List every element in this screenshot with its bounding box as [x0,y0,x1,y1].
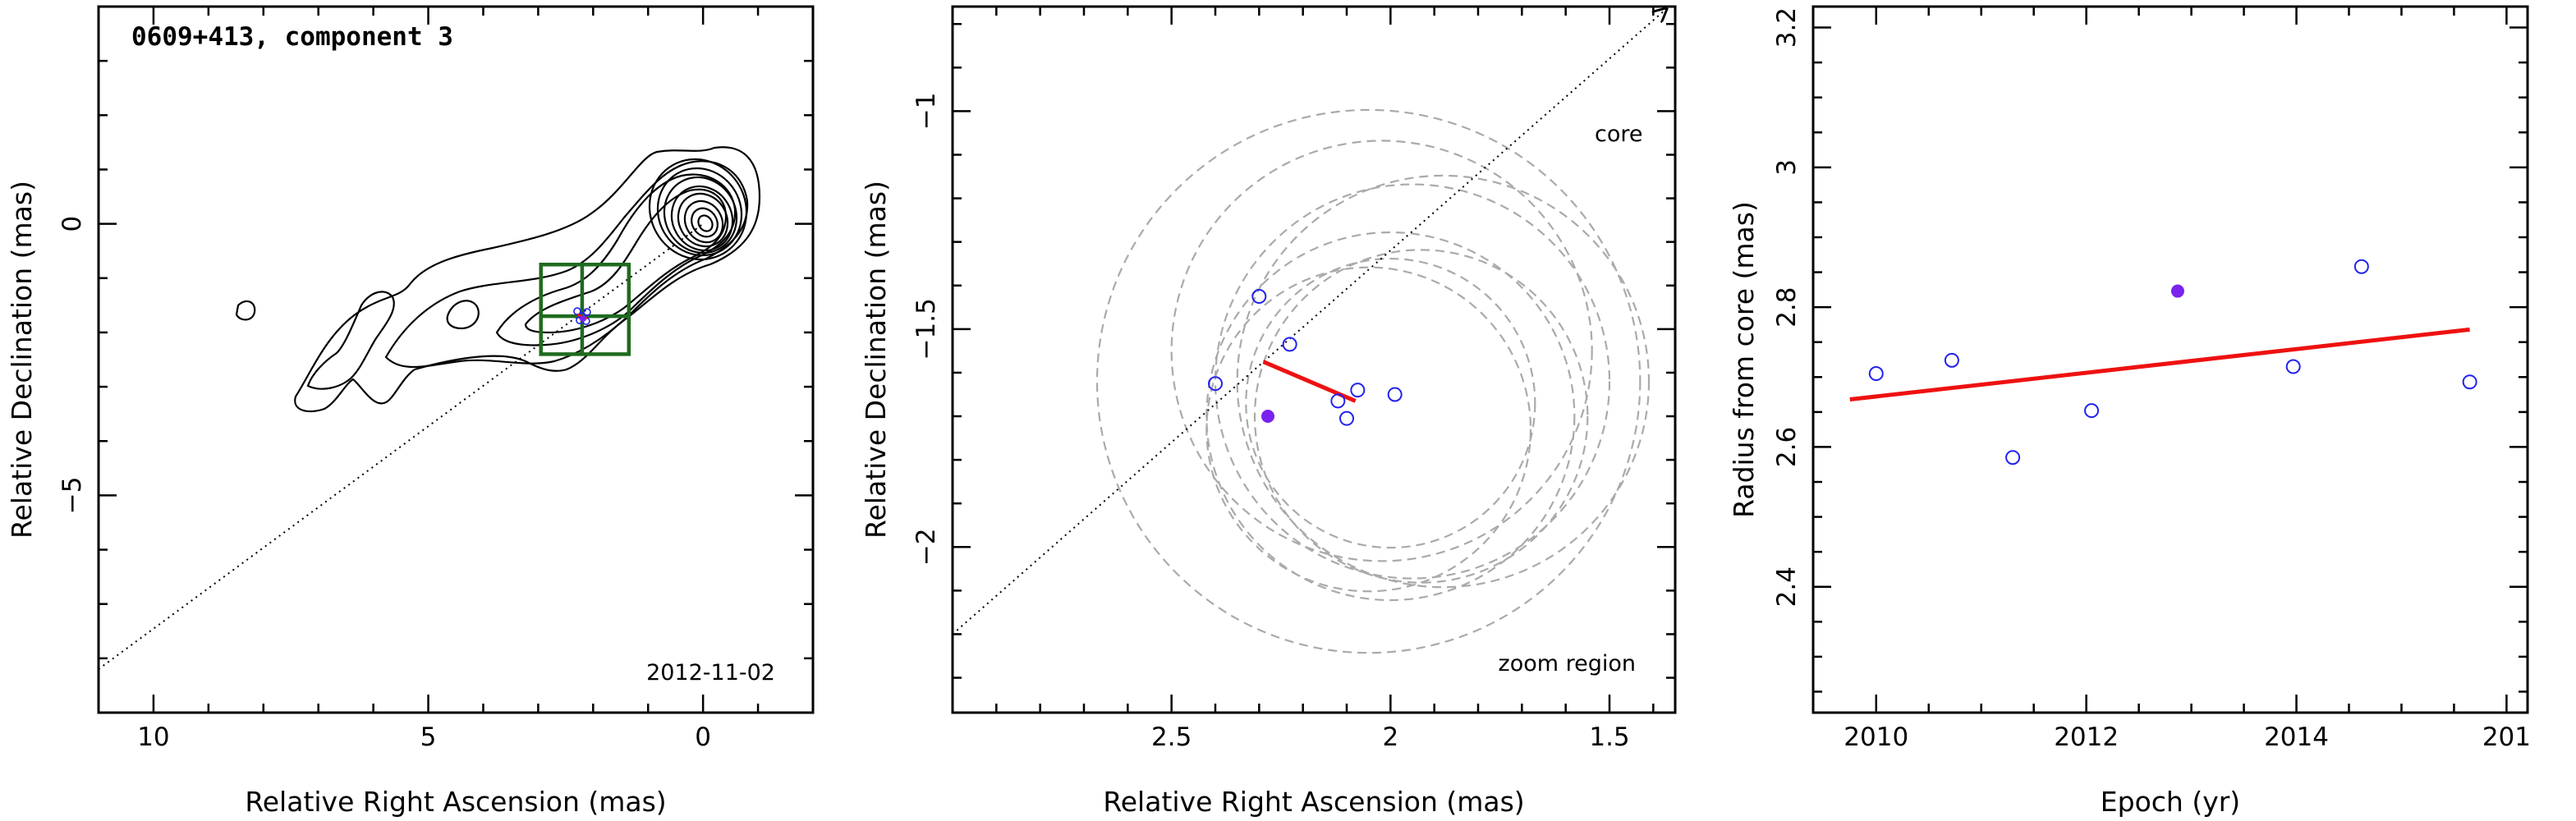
contour-core-4 [670,185,734,252]
contour-core-3 [663,176,738,255]
panel-contour-map: 10 5 0 0 −5 0609+413, component 3 2012-11-02… [6,5,815,818]
error-ellipse [1214,183,1611,580]
zoom-plot-area [953,9,1666,654]
radius-marker [1944,352,1959,368]
position-marker [1350,383,1366,398]
panel-radius-vs-epoch: 2010 2012 2014 2012.42.62.833.2 Epoch (yr) … [1728,5,2531,818]
panel1-dynamic-marks [99,222,704,670]
contour-core-5 [677,192,729,248]
panel1-title: 0609+413, component 3 [131,22,453,52]
radius-marker [2285,359,2301,374]
panel1-ylabel: Relative Declination (mas) [6,181,38,539]
error-ellipse [1170,140,1593,562]
x-tick-label: 10 [137,722,169,752]
contour-core-6 [683,200,724,244]
panel2-ticks: 2.5 2 1.5 −1 −1.5 −2 [911,7,1675,752]
radius-marker [2353,259,2369,274]
panel1-xlabel: Relative Right Ascension (mas) [245,786,666,818]
position-marker [1330,393,1346,409]
core-direction-line [99,222,704,670]
error-ellipse [1245,257,1536,549]
x-tick-label: 2010 [1844,722,1908,752]
core-direction-line [953,9,1666,635]
position-marker [1251,289,1267,305]
error-ellipse [1095,108,1642,654]
component-marker [583,308,591,316]
position-marker [1339,410,1354,426]
panel-zoom-region: 2.5 2 1.5 −1 −1.5 −2 core zoom region Relativ… [860,5,1677,818]
contour-map-plot-area [99,146,761,670]
panel3-ylabel: Radius from core (mas) [1728,201,1760,518]
x-tick-label: 201 [2482,722,2531,752]
contour-mid-1 [384,160,749,369]
contour-core-7 [691,207,719,238]
x-tick-label: 0 [695,722,711,752]
contour-core-8 [697,214,714,232]
contour-blob-left [306,291,395,390]
panel1-date-label: 2012-11-02 [646,660,775,686]
panel3-dynamic-marks [1849,259,2477,466]
y-tick-label: 3.2 [1772,7,1802,48]
contour-core-2 [656,167,743,257]
y-tick-label: −1.5 [911,298,941,360]
radius-marker [2005,450,2021,466]
panel2-ylabel: Relative Declination (mas) [860,181,892,539]
error-ellipse [1236,174,1651,589]
x-tick-label: 1.5 [1589,722,1629,752]
x-tick-label: 2014 [2264,722,2329,752]
panel2-dynamic-marks [953,9,1666,654]
contour-core-1 [648,158,748,261]
panel3-xlabel: Epoch (yr) [2101,786,2240,818]
panel2-core-label: core [1595,122,1642,147]
x-tick-label: 2.5 [1151,722,1192,752]
contour-inner-knot-left [446,300,480,330]
contour-outer [294,146,761,413]
x-tick-label: 2012 [2054,722,2119,752]
y-tick-label: 2.6 [1772,427,1802,467]
y-tick-label: 3 [1772,159,1802,176]
panel3-frame [1811,5,2529,714]
x-tick-label: 5 [420,722,437,752]
position-marker [1282,337,1297,352]
y-tick-label: −2 [911,528,941,566]
radius-marker [2084,403,2100,419]
panel2-xlabel: Relative Right Ascension (mas) [1103,786,1524,818]
error-ellipse [1205,266,1532,593]
y-tick-label: −5 [57,477,87,515]
radius-marker [2462,374,2477,390]
zoom-region-box [539,262,631,356]
y-tick-label: 2.4 [1772,566,1802,607]
panel2-zoom-label: zoom region [1499,651,1636,677]
fit-line [1849,327,2470,402]
panel1-frame [97,5,815,714]
component-filled-marker [579,315,586,323]
error-ellipse [1253,249,1589,584]
panel2-frame [951,5,1677,714]
position-marker [1387,387,1403,402]
position-marker [1208,376,1223,392]
x-tick-label: 2 [1382,722,1398,752]
contour-isolated [235,300,256,321]
y-tick-label: 0 [57,216,87,232]
contour-mid-3 [524,188,728,334]
radius-marker-filled [2170,284,2184,298]
y-tick-label: −1 [911,93,941,131]
panel1-ticks: 10 5 0 0 −5 [57,7,813,752]
radius-marker [1868,366,1884,382]
position-marker-filled [1261,410,1274,424]
y-tick-label: 2.8 [1772,287,1802,327]
contour-lines [235,146,761,413]
panel3-ticks: 2010 2012 2014 201 2.4 2.6 2.8 3 3.2 [1772,7,2531,752]
radius-plot-area [1849,259,2477,466]
